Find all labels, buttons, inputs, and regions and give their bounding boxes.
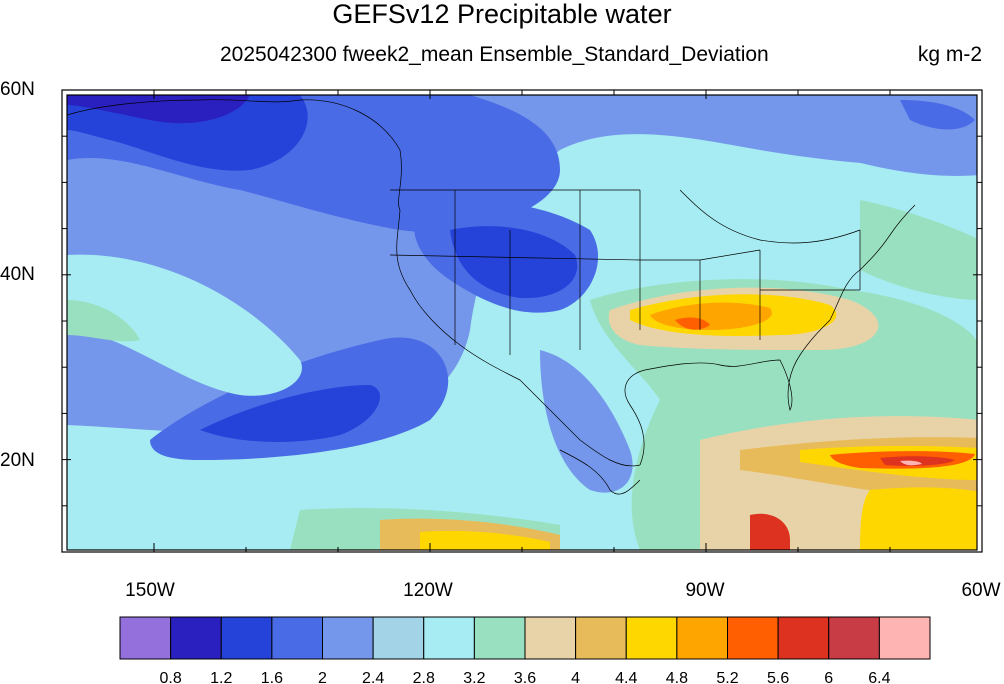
colorbar-swatch bbox=[473, 616, 526, 660]
lon-tick-label: 60W bbox=[961, 580, 1001, 601]
colorbar-level-label: 4.8 bbox=[666, 670, 688, 684]
colorbar-swatch bbox=[625, 616, 678, 660]
axis-ticks bbox=[61, 89, 983, 553]
colorbar-swatch bbox=[423, 616, 475, 660]
lat-tick-label: 20N bbox=[0, 450, 35, 471]
colorbar-level-label: 3.2 bbox=[463, 670, 485, 684]
lon-tick-label: 150W bbox=[125, 580, 175, 601]
colorbar-swatch bbox=[676, 616, 728, 660]
colorbar-level-label: 4.4 bbox=[615, 670, 637, 684]
lat-tick-label: 60N bbox=[0, 79, 35, 100]
colorbar-swatch bbox=[524, 616, 577, 660]
colorbar-level-label: 6.4 bbox=[868, 670, 890, 684]
colorbar-swatch bbox=[878, 616, 931, 660]
colorbar-swatch bbox=[777, 616, 830, 660]
colorbar-level-label: 6 bbox=[824, 670, 833, 684]
colorbar-level-label: 5.2 bbox=[716, 670, 738, 684]
units-label: kg m-2 bbox=[917, 43, 982, 66]
lon-tick-label: 120W bbox=[403, 580, 453, 601]
colorbar-swatch bbox=[220, 616, 273, 660]
colorbar-level-label: 2.8 bbox=[413, 670, 435, 684]
colorbar-swatch bbox=[575, 616, 627, 660]
colorbar-level-label: 3.6 bbox=[514, 670, 536, 684]
colorbar-swatch bbox=[372, 616, 425, 660]
contour-fill bbox=[67, 95, 977, 550]
colorbar-level-label: 5.6 bbox=[767, 670, 789, 684]
chart-subtitle: 2025042300 fweek2_mean Ensemble_Standard… bbox=[220, 43, 769, 66]
colorbar-level-label: 2.4 bbox=[362, 670, 384, 684]
colorbar-swatch bbox=[271, 616, 323, 660]
colorbar-level-label: 0.8 bbox=[160, 670, 182, 684]
colorbar-level-label: 4 bbox=[571, 670, 580, 684]
colorbar-swatch bbox=[322, 616, 374, 660]
colorbar-level-label: 1.6 bbox=[261, 670, 283, 684]
colorbar-level-label: 1.2 bbox=[210, 670, 232, 684]
lon-tick-label: 90W bbox=[685, 580, 725, 601]
colorbar-swatch bbox=[828, 616, 880, 660]
colorbar-swatch bbox=[119, 616, 172, 660]
chart-title: GEFSv12 Precipitable water bbox=[332, 0, 672, 29]
colorbar-swatch bbox=[170, 616, 222, 660]
colorbar-swatch bbox=[727, 616, 779, 660]
colorbar-level-label: 2 bbox=[318, 670, 327, 684]
lat-tick-label: 40N bbox=[0, 264, 35, 285]
coastlines bbox=[67, 99, 916, 495]
